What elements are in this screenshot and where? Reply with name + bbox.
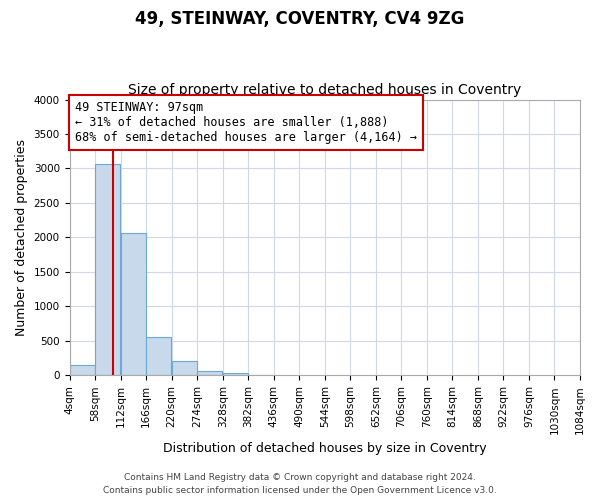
Text: 49, STEINWAY, COVENTRY, CV4 9ZG: 49, STEINWAY, COVENTRY, CV4 9ZG [136, 10, 464, 28]
Text: Contains HM Land Registry data © Crown copyright and database right 2024.
Contai: Contains HM Land Registry data © Crown c… [103, 474, 497, 495]
Bar [70, 365, 95, 376]
Y-axis label: Number of detached properties: Number of detached properties [15, 139, 28, 336]
Title: Size of property relative to detached houses in Coventry: Size of property relative to detached ho… [128, 83, 521, 97]
Bar [248, 374, 274, 376]
Bar [197, 371, 223, 376]
Bar [172, 361, 197, 376]
Bar [95, 164, 121, 376]
Text: 49 STEINWAY: 97sqm
← 31% of detached houses are smaller (1,888)
68% of semi-deta: 49 STEINWAY: 97sqm ← 31% of detached hou… [74, 101, 416, 144]
Bar [146, 336, 172, 376]
Bar [223, 373, 248, 376]
Bar [121, 234, 146, 376]
X-axis label: Distribution of detached houses by size in Coventry: Distribution of detached houses by size … [163, 442, 487, 455]
